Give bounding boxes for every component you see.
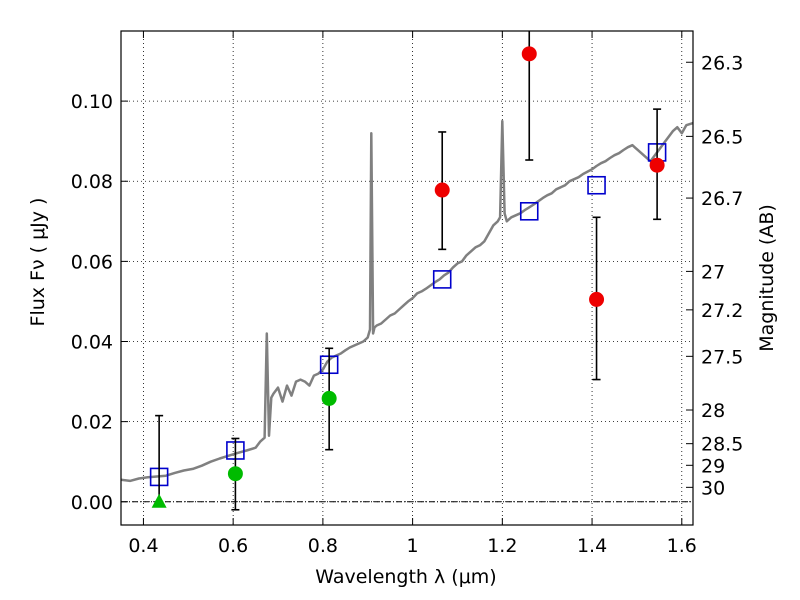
y-tick-label: 0.04: [71, 332, 113, 354]
observed-flux-point: [589, 291, 605, 307]
right-tick-label: 28.5: [701, 434, 743, 456]
x-tick-label: 0.6: [218, 535, 248, 557]
y-axis-label: Flux Fν ( μJy ): [27, 198, 49, 327]
right-tick-label: 30: [701, 477, 725, 499]
model-spectrum-line: [121, 119, 693, 483]
x-tick-label: 0.8: [308, 535, 338, 557]
observed-flux-point: [434, 182, 450, 198]
observed-flux-point: [649, 157, 665, 173]
x-tick-label: 0.4: [128, 535, 158, 557]
right-tick-label: 26.5: [701, 126, 743, 148]
x-axis-label: Wavelength λ (μm): [315, 566, 496, 588]
right-tick-label: 29: [701, 455, 725, 477]
model-photometry-square: [432, 270, 452, 289]
y-tick-label: 0.06: [71, 251, 113, 273]
ticks: 0.4 0.6 0.8 1 1.2 1.4 1.6 0.00 0.02 0.04 0.06 0.08 0…: [71, 31, 743, 557]
right-axis-label: Magnitude (AB): [756, 204, 778, 352]
y-tick-label: 0.08: [71, 171, 113, 193]
right-tick-label: 27.2: [701, 300, 743, 322]
x-tick-label: 1.6: [667, 535, 697, 557]
observed-flux-point: [227, 466, 243, 482]
x-tick-label: 1: [407, 535, 419, 557]
y-tick-label: 0.02: [71, 412, 113, 434]
x-tick-label: 1.2: [487, 535, 517, 557]
observed-flux-point: [521, 46, 537, 62]
x-tick-label: 1.4: [577, 535, 607, 557]
right-tick-label: 26.3: [701, 52, 743, 74]
right-tick-label: 28: [701, 400, 725, 422]
plot-frame: [120, 30, 694, 526]
observed-flux-point: [321, 390, 337, 406]
right-tick-label: 26.7: [701, 188, 743, 210]
y-tick-label: 0.10: [71, 91, 113, 113]
y-tick-label: 0.00: [71, 492, 113, 514]
plot-area: [121, 31, 693, 511]
model-photometry-square: [587, 175, 606, 195]
model-photometry-square: [519, 201, 539, 221]
right-tick-label: 27.5: [701, 346, 743, 368]
upper-limit-triangle: [151, 493, 167, 508]
data-layer: [121, 31, 693, 511]
right-tick-label: 27: [701, 261, 725, 283]
